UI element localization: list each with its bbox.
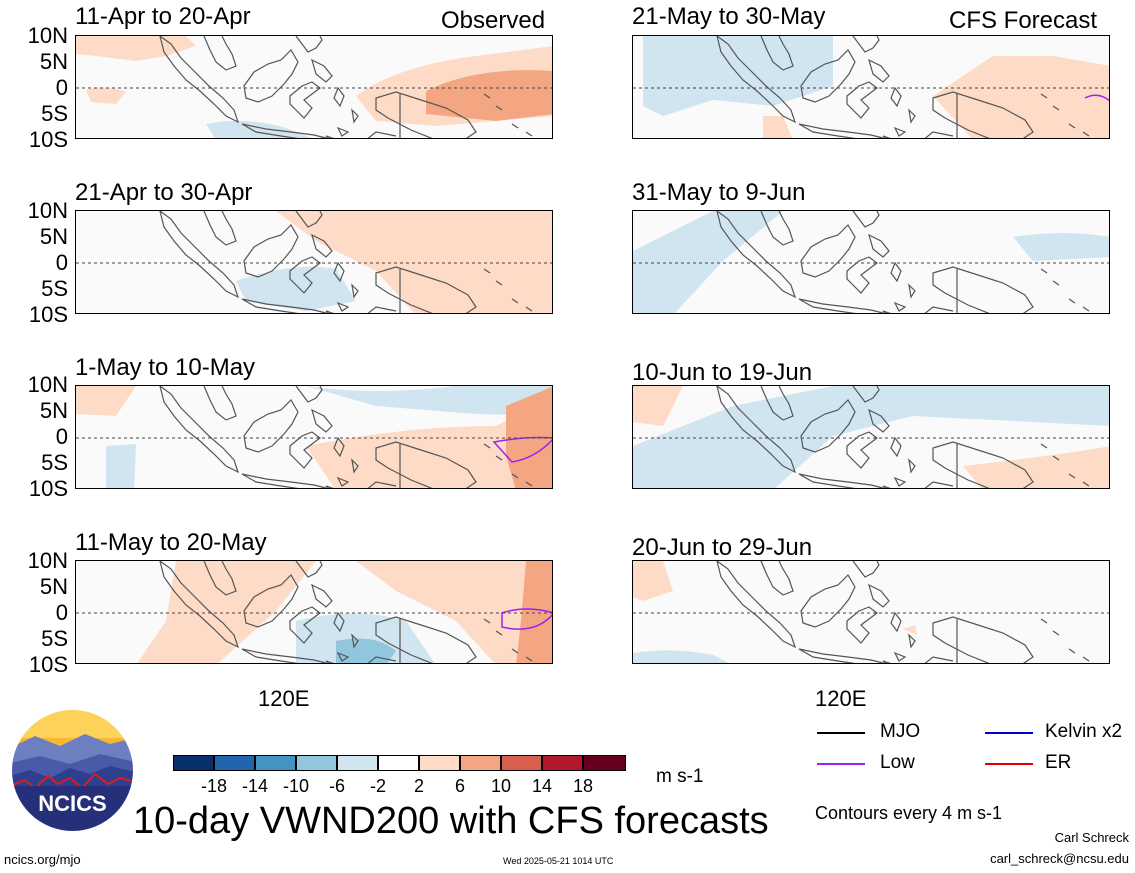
lat-label: 0 xyxy=(55,75,68,100)
colorbar-tick: -10 xyxy=(282,776,309,796)
lat-label: 5N xyxy=(39,574,68,599)
lat-label: 10N xyxy=(27,23,68,48)
map-panel-2 xyxy=(75,210,553,314)
colorbar-cell xyxy=(337,755,378,771)
logo-text: NCICS xyxy=(38,791,106,816)
colorbar-tick: -2 xyxy=(369,776,386,796)
colorbar-tick: 6 xyxy=(454,776,465,796)
colorbar-cell xyxy=(583,755,626,771)
footer-url[interactable]: ncics.org/mjo xyxy=(4,852,81,867)
main-title: 10-day VWND200 with CFS forecasts xyxy=(133,800,769,842)
lat-label: 10N xyxy=(27,198,68,223)
lat-label: 10S xyxy=(28,652,68,677)
lat-label: 5N xyxy=(39,398,68,423)
footer-author: Carl Schreck xyxy=(1054,830,1129,845)
legend-label-kelvin: Kelvin x2 xyxy=(1045,721,1123,742)
legend-label-er: ER xyxy=(1045,752,1072,773)
colorbar-tick: 14 xyxy=(531,776,553,796)
lat-label: 10S xyxy=(28,302,68,327)
lat-label: 10S xyxy=(28,127,68,152)
map-panel-4 xyxy=(75,560,553,664)
colorbar-cell xyxy=(173,755,214,771)
lat-label: 10N xyxy=(27,548,68,573)
legend-label-mjo: MJO xyxy=(880,721,921,742)
colorbar-tick: 10 xyxy=(490,776,512,796)
legend-line-mjo xyxy=(817,732,865,734)
panel-title-2: 21-Apr to 30-Apr xyxy=(75,179,253,206)
colorbar-cell xyxy=(501,755,542,771)
map-panel-3 xyxy=(75,385,553,489)
colorbar-cell xyxy=(378,755,419,771)
legend-line-kelvin xyxy=(985,732,1033,734)
lat-label: 5S xyxy=(41,276,68,301)
ncics-logo: NCICS xyxy=(10,708,135,833)
map-panel-6 xyxy=(632,210,1110,314)
panel-title-1: 11-Apr to 20-Apr xyxy=(75,3,251,30)
map-panel-7 xyxy=(632,385,1110,489)
colorbar-cell xyxy=(419,755,460,771)
colorbar-cell xyxy=(214,755,255,771)
colorbar-unit: m s-1 xyxy=(656,766,704,787)
lat-label: 5N xyxy=(39,49,68,74)
lon-label-right: 120E xyxy=(815,686,867,711)
panel-title-6: 31-May to 9-Jun xyxy=(632,179,806,206)
footer-email[interactable]: carl_schreck@ncsu.edu xyxy=(990,851,1129,866)
colorbar-tick: -18 xyxy=(200,776,227,796)
colorbar-tick: -14 xyxy=(241,776,268,796)
footer-timestamp: Wed 2025-05-21 1014 UTC xyxy=(503,856,614,866)
colorbar-cell xyxy=(460,755,501,771)
panel-title-7: 10-Jun to 19-Jun xyxy=(632,359,813,386)
observed-label: Observed xyxy=(441,7,546,34)
panel-title-4: 11-May to 20-May xyxy=(75,529,267,556)
colorbar-tick: 2 xyxy=(413,776,424,796)
legend-line-er xyxy=(985,763,1033,765)
colorbar-cell xyxy=(296,755,337,771)
map-panel-8 xyxy=(632,560,1110,664)
lat-label: 5S xyxy=(41,626,68,651)
lat-label: 5N xyxy=(39,224,68,249)
lat-label: 10S xyxy=(28,476,68,501)
panel-title-3: 1-May to 10-May xyxy=(75,354,256,381)
lat-label: 10N xyxy=(27,372,68,397)
colorbar-tick: 18 xyxy=(572,776,594,796)
contour-note: Contours every 4 m s-1 xyxy=(815,803,1003,823)
panel-title-8: 20-Jun to 29-Jun xyxy=(632,534,813,561)
colorbar-cell xyxy=(542,755,583,771)
legend-label-low: Low xyxy=(880,752,915,773)
colorbar-cell xyxy=(255,755,296,771)
lat-label: 0 xyxy=(55,424,68,449)
colorbar-tick: -6 xyxy=(328,776,345,796)
lat-label: 5S xyxy=(41,450,68,475)
panel-title-5: 21-May to 30-May xyxy=(632,3,826,30)
lon-label-left: 120E xyxy=(258,686,310,711)
forecast-label: CFS Forecast xyxy=(949,7,1098,34)
map-panel-1 xyxy=(75,35,553,139)
legend-line-low xyxy=(817,763,865,765)
map-panel-5 xyxy=(632,35,1110,139)
lat-label: 0 xyxy=(55,250,68,275)
lat-label: 0 xyxy=(55,600,68,625)
lat-label: 5S xyxy=(41,101,68,126)
